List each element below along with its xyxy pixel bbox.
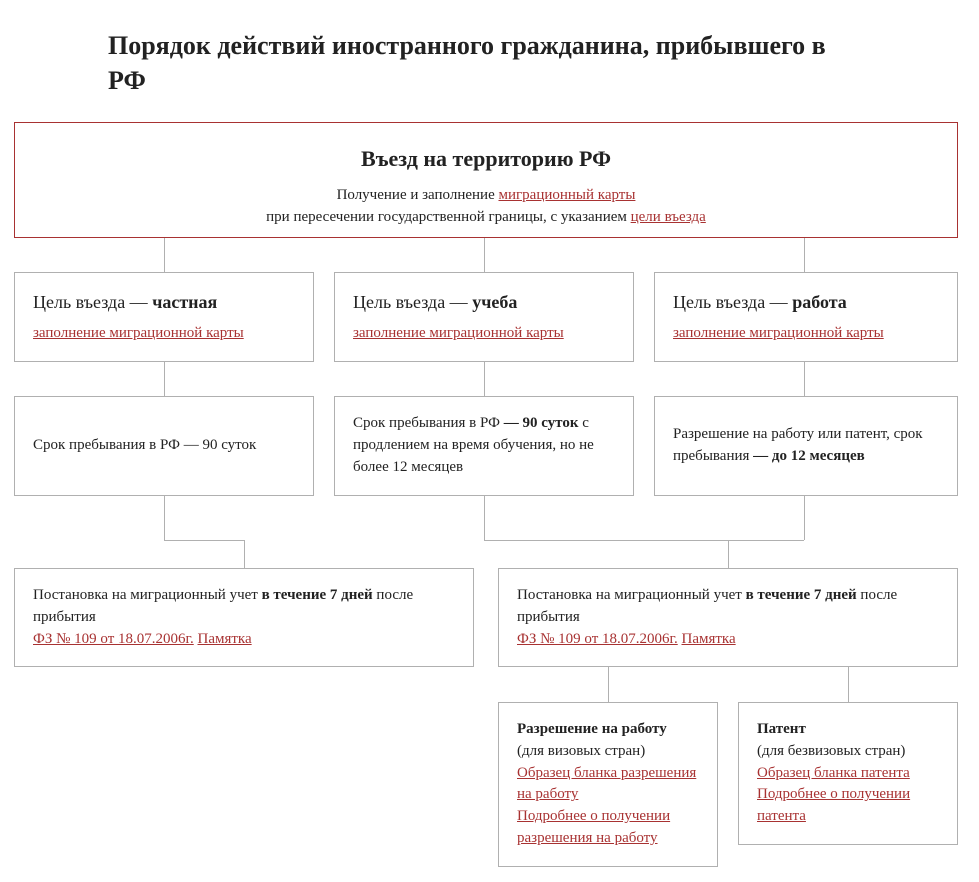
subtitle: (для безвизовых стран) (757, 741, 939, 763)
subtitle: (для визовых стран) (517, 741, 699, 763)
text-bold: в течение 7 дней (746, 587, 857, 603)
connector (484, 540, 804, 541)
text-bold: Разрешение на работу (517, 721, 667, 737)
connector (484, 362, 485, 396)
node-registration-left: Постановка на миграционный учет в течени… (14, 568, 474, 667)
text-bold: учеба (472, 292, 517, 312)
link-fill-card-work[interactable]: заполнение миграционной карты (673, 325, 884, 341)
connector (484, 238, 485, 272)
link-migration-card[interactable]: миграционный карты (498, 187, 635, 203)
link-permit-more[interactable]: Подробнее о получении разрешения на рабо… (517, 808, 670, 846)
text: Срок пребывания в РФ (353, 415, 504, 431)
link-patent-more[interactable]: Подробнее о получении патента (757, 786, 910, 824)
links-line: ФЗ № 109 от 18.07.2006г. Памятка (517, 629, 939, 651)
node-duration-private: Срок пребывания в РФ — 90 суток (14, 396, 314, 496)
node-work-permit: Разрешение на работу (для визовых стран)… (498, 702, 718, 867)
text-line: Постановка на миграционный учет в течени… (517, 585, 939, 629)
title: Разрешение на работу (517, 719, 699, 741)
text-bold: в течение 7 дней (262, 587, 373, 603)
text: Постановка на миграционный учет (33, 587, 262, 603)
connector (244, 540, 245, 568)
link-entry-purpose[interactable]: цели въезда (631, 209, 706, 225)
connector (164, 540, 244, 541)
node-entry-root: Въезд на территорию РФ Получение и запол… (14, 122, 958, 238)
text-bold: Патент (757, 721, 806, 737)
links-line: ФЗ № 109 от 18.07.2006г. Памятка (33, 629, 455, 651)
node-purpose-study: Цель въезда — учеба заполнение миграцион… (334, 272, 634, 362)
link-patent-form[interactable]: Образец бланка патента (757, 765, 910, 781)
link-fill-card-study[interactable]: заполнение миграционной карты (353, 325, 564, 341)
root-line2: при пересечении государственной границы,… (33, 207, 939, 229)
text-bold: — 90 суток (504, 415, 579, 431)
root-heading: Въезд на территорию РФ (33, 143, 939, 175)
link-permit-form[interactable]: Образец бланка разрешения на работу (517, 765, 696, 803)
link-memo-left[interactable]: Памятка (198, 631, 252, 647)
link-fz109-right[interactable]: ФЗ № 109 от 18.07.2006г. (517, 631, 678, 647)
text-bold: — до 12 месяцев (753, 448, 865, 464)
node-purpose-work: Цель въезда — работа заполнение миграцио… (654, 272, 958, 362)
text-line: Постановка на миграционный учет в течени… (33, 585, 455, 629)
text: Срок пребывания в РФ — 90 суток (33, 435, 256, 457)
text-bold: работа (792, 292, 847, 312)
connector (728, 540, 729, 568)
connector (804, 496, 805, 540)
connector (804, 362, 805, 396)
node-registration-right: Постановка на миграционный учет в течени… (498, 568, 958, 667)
flow-diagram: Въезд на территорию РФ Получение и запол… (14, 122, 974, 882)
connector (804, 238, 805, 272)
heading: Цель въезда — учеба (353, 289, 615, 315)
text: Цель въезда — (673, 292, 792, 312)
text: Получение и заполнение (337, 187, 499, 203)
connector (164, 496, 165, 540)
node-patent: Патент (для безвизовых стран) Образец бл… (738, 702, 958, 845)
link-fill-card-private[interactable]: заполнение миграционной карты (33, 325, 244, 341)
heading: Цель въезда — работа (673, 289, 939, 315)
node-duration-study: Срок пребывания в РФ — 90 суток с продле… (334, 396, 634, 496)
node-duration-work: Разрешение на работу или патент, срок пр… (654, 396, 958, 496)
text: Цель въезда — (33, 292, 152, 312)
connector (484, 496, 485, 540)
link-fz109-left[interactable]: ФЗ № 109 от 18.07.2006г. (33, 631, 194, 647)
root-line1: Получение и заполнение миграционный карт… (33, 185, 939, 207)
text: Цель въезда — (353, 292, 472, 312)
text: Постановка на миграционный учет (517, 587, 746, 603)
connector (164, 362, 165, 396)
text-bold: частная (152, 292, 217, 312)
page-title: Порядок действий иностранного гражданина… (108, 28, 868, 98)
heading: Цель въезда — частная (33, 289, 295, 315)
node-purpose-private: Цель въезда — частная заполнение миграци… (14, 272, 314, 362)
text: при пересечении государственной границы,… (266, 209, 630, 225)
connector (164, 238, 165, 272)
title: Патент (757, 719, 939, 741)
link-memo-right[interactable]: Памятка (682, 631, 736, 647)
